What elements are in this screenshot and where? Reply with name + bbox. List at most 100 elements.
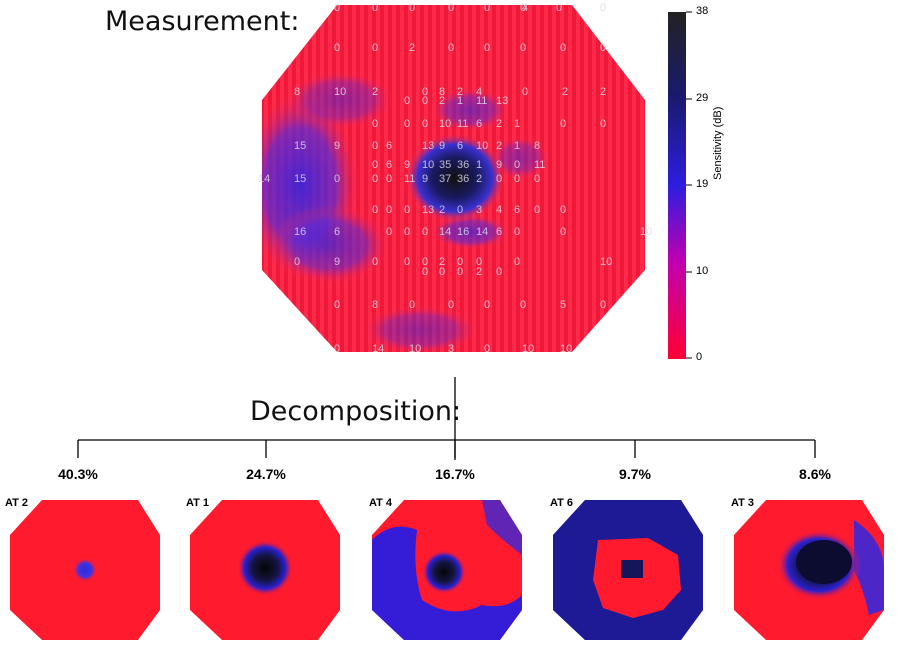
measurement-value: 13 — [422, 204, 435, 216]
measurement-value: 6 — [386, 159, 393, 171]
measurement-value: 15 — [294, 140, 307, 152]
measurement-value: 14 — [439, 226, 452, 238]
measurement-value: 8 — [294, 86, 301, 98]
measurement-value: 0 — [514, 173, 521, 185]
measurement-value: 0 — [409, 2, 416, 14]
measurement-value: 0 — [484, 42, 491, 54]
component-label-5: AT 3 — [731, 497, 755, 509]
measurement-value: 0 — [372, 159, 379, 171]
component-map-at6 — [553, 500, 703, 640]
measurement-value: 10 — [640, 226, 653, 238]
measurement-value: 6 — [386, 140, 393, 152]
measurement-value: 36 — [457, 173, 470, 185]
measurement-value: 1 — [514, 140, 521, 152]
measurement-value: 2 — [476, 266, 483, 278]
measurement-value: 2 — [476, 173, 483, 185]
measurement-value: 10 — [560, 343, 573, 355]
measurement-title: Measurement: — [105, 6, 300, 37]
measurement-value: 16 — [294, 226, 307, 238]
measurement-value: 13 — [496, 95, 509, 107]
measurement-value: 0 — [560, 204, 567, 216]
colorbar — [668, 12, 686, 359]
measurement-value: 14 — [372, 343, 385, 355]
measurement-value: 0 — [422, 266, 429, 278]
measurement-value: 0 — [439, 266, 446, 278]
measurement-value: 0 — [600, 299, 607, 311]
colorbar-tick-0: 0 — [696, 351, 703, 363]
measurement-value: 9 — [334, 256, 341, 268]
measurement-value: 0 — [422, 256, 429, 268]
component-label-2: AT 1 — [186, 497, 210, 509]
colorbar-title: Sensitivity (dB) — [712, 106, 724, 180]
measurement-value: 0 — [534, 204, 541, 216]
measurement-value: 0 — [600, 42, 607, 54]
component-label-4: AT 6 — [550, 497, 574, 509]
measurement-value: 8 — [372, 299, 379, 311]
measurement-value: 0 — [522, 86, 529, 98]
measurement-value: 4 — [522, 2, 529, 14]
measurement-value: 0 — [457, 204, 464, 216]
component-percent-3: 16.7% — [435, 466, 475, 482]
measurement-value: 0 — [372, 42, 379, 54]
colorbar-tick-19: 19 — [696, 178, 709, 190]
measurement-value: 10 — [334, 86, 347, 98]
measurement-value: 14 — [476, 226, 489, 238]
component-map-at2 — [10, 500, 160, 640]
measurement-value: 0 — [422, 226, 429, 238]
measurement-value: 0 — [372, 256, 379, 268]
measurement-value: 0 — [422, 86, 429, 98]
measurement-value: 9 — [334, 140, 341, 152]
measurement-value: 10 — [439, 118, 452, 130]
measurement-value: 0 — [334, 42, 341, 54]
measurement-value: 0 — [514, 159, 521, 171]
measurement-value: 36 — [457, 159, 470, 171]
measurement-value: 10 — [409, 343, 422, 355]
measurement-value: 0 — [560, 118, 567, 130]
measurement-value: 2 — [439, 256, 446, 268]
colorbar-tick-38: 38 — [696, 5, 709, 17]
measurement-value: 13 — [422, 140, 435, 152]
measurement-value: 4 — [496, 204, 503, 216]
component-maps — [10, 500, 884, 640]
measurement-value: 0 — [404, 118, 411, 130]
measurement-value: 2 — [600, 86, 607, 98]
measurement-value: 9 — [404, 159, 411, 171]
measurement-value: 8 — [439, 86, 446, 98]
measurement-value: 0 — [496, 173, 503, 185]
measurement-value: 4 — [476, 86, 483, 98]
measurement-value: 6 — [457, 140, 464, 152]
measurement-value: 0 — [520, 42, 527, 54]
measurement-value: 3 — [476, 204, 483, 216]
measurement-value: 0 — [372, 118, 379, 130]
measurement-value: 0 — [476, 256, 483, 268]
measurement-value: 0 — [372, 204, 379, 216]
measurement-value: 2 — [457, 86, 464, 98]
measurement-value: 15 — [294, 173, 307, 185]
measurement-value: 0 — [556, 2, 563, 14]
measurement-value: 0 — [600, 118, 607, 130]
measurement-value: 6 — [334, 226, 341, 238]
measurement-value: 0 — [496, 266, 503, 278]
measurement-value: 0 — [404, 204, 411, 216]
measurement-value: 0 — [372, 140, 379, 152]
measurement-value: 11 — [534, 159, 546, 171]
tree-connector — [77, 377, 816, 460]
measurement-value: 0 — [514, 256, 521, 268]
measurement-value: 0 — [334, 173, 341, 185]
measurement-value: 0 — [534, 173, 541, 185]
component-percent-2: 24.7% — [246, 466, 286, 482]
measurement-value: 35 — [439, 159, 452, 171]
measurement-value: 11 — [404, 173, 416, 185]
measurement-value: 0 — [422, 95, 429, 107]
measurement-value: 5 — [560, 299, 567, 311]
component-label-3: AT 4 — [369, 497, 393, 509]
measurement-value: 0 — [404, 95, 411, 107]
measurement-value: 16 — [457, 226, 470, 238]
measurement-value: 9 — [422, 173, 429, 185]
component-map-at1 — [190, 500, 340, 640]
measurement-value: 0 — [457, 266, 464, 278]
measurement-value: 2 — [439, 204, 446, 216]
measurement-value: 0 — [484, 2, 491, 14]
component-label-1: AT 2 — [5, 497, 29, 509]
